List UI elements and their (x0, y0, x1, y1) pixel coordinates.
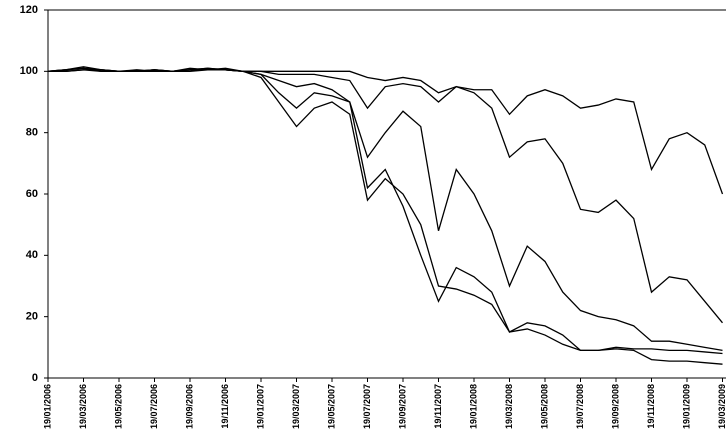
series-line (48, 69, 723, 352)
series-line (48, 67, 723, 355)
x-tick-label: 19/03/2007 (291, 384, 301, 429)
y-tick-label: 120 (20, 4, 38, 16)
series-line (47, 66, 724, 324)
x-tick-label: 19/01/2006 (42, 384, 52, 429)
x-tick-label: 19/05/2006 (113, 384, 123, 429)
x-tick-label: 19/03/2008 (504, 384, 514, 429)
y-tick-label: 0 (32, 372, 38, 384)
x-tick-label: 19/11/2008 (646, 384, 656, 429)
x-tick-label: 19/11/2006 (220, 384, 230, 429)
x-tick-label: 19/07/2007 (362, 384, 372, 429)
x-tick-label: 19/01/2008 (468, 384, 478, 429)
x-tick-label: 19/01/2007 (255, 384, 265, 429)
x-tick-label: 19/03/2009 (717, 384, 726, 429)
series-line (47, 67, 723, 365)
y-tick-label: 20 (26, 311, 38, 323)
x-tick-label: 19/09/2008 (610, 384, 620, 429)
x-tick-label: 19/11/2007 (433, 384, 443, 429)
x-tick-label: 19/07/2008 (575, 384, 585, 429)
x-tick-label: 19/01/2009 (681, 384, 691, 429)
y-tick-label: 60 (26, 188, 38, 200)
x-tick-label: 19/05/2007 (326, 384, 336, 429)
y-tick-label: 40 (26, 249, 38, 261)
x-tick-label: 19/09/2006 (184, 384, 194, 429)
x-tick-label: 19/09/2007 (397, 384, 407, 429)
x-tick-label: 19/03/2006 (78, 384, 88, 429)
x-tick-label: 19/05/2008 (539, 384, 549, 429)
y-tick-label: 100 (20, 65, 38, 77)
x-tick-label: 19/07/2006 (149, 384, 159, 429)
y-tick-label: 80 (26, 127, 38, 139)
